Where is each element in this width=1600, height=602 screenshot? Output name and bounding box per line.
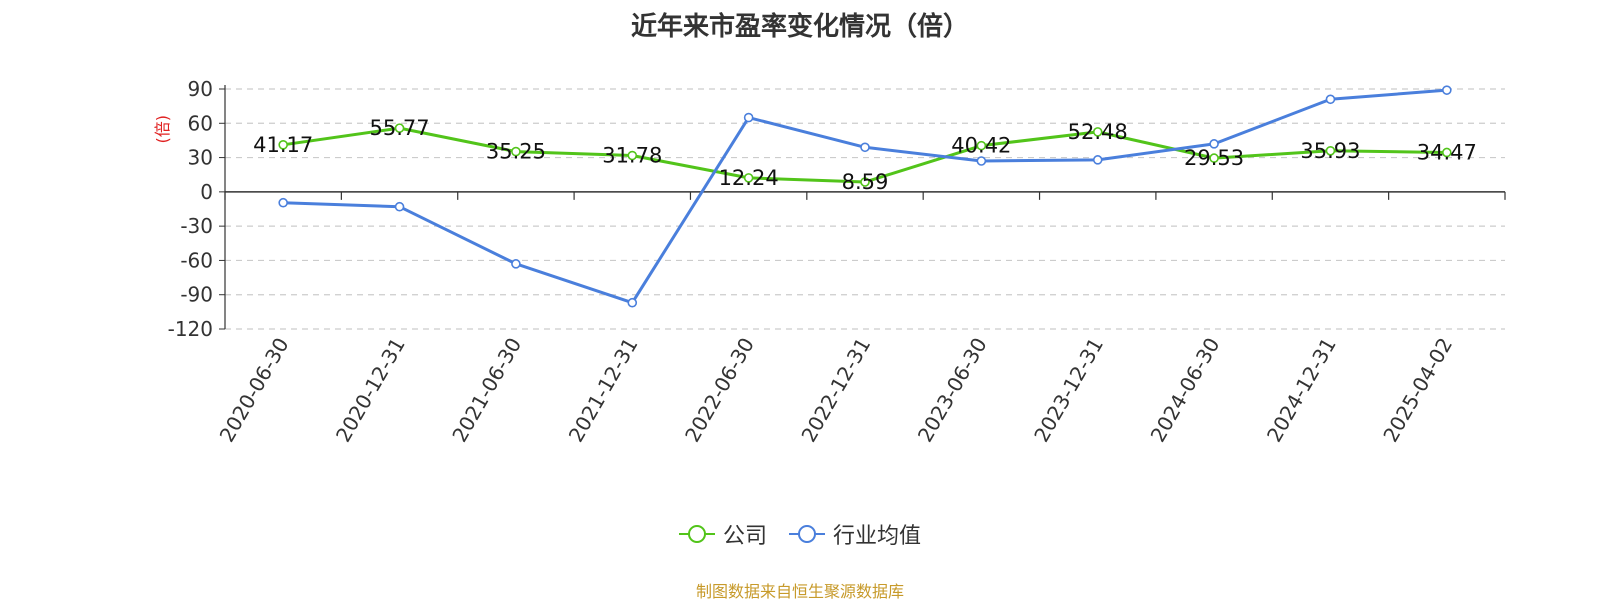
data-label: 34.47 bbox=[1417, 140, 1477, 164]
legend-item-company[interactable]: 公司 bbox=[678, 518, 767, 550]
x-tick-label: 2021-06-30 bbox=[447, 334, 526, 447]
series-point-1 bbox=[278, 197, 288, 208]
x-tick-label: 2025-04-02 bbox=[1378, 334, 1457, 447]
y-tick-label: -60 bbox=[180, 248, 213, 272]
series-point-0 bbox=[1442, 147, 1452, 158]
series-point-1 bbox=[1442, 85, 1452, 95]
data-label: 31.78 bbox=[602, 144, 662, 168]
legend-industry-marker-icon bbox=[789, 525, 825, 543]
y-tick-label: -30 bbox=[180, 214, 213, 238]
series-point-1 bbox=[394, 201, 405, 212]
series-point-1 bbox=[627, 297, 638, 308]
x-tick-label: 2023-06-30 bbox=[913, 334, 992, 447]
legend-company-label: 公司 bbox=[722, 524, 767, 549]
data-label: 40.42 bbox=[951, 134, 1011, 158]
y-tick-label: 0 bbox=[200, 180, 213, 204]
x-tick-label: 2021-12-31 bbox=[564, 334, 643, 447]
y-tick-label: -120 bbox=[168, 317, 213, 341]
y-tick-label: 90 bbox=[188, 77, 213, 101]
x-tick-label: 2022-06-30 bbox=[680, 334, 759, 447]
chart-title: 近年来市盈率变化情况（倍） bbox=[630, 12, 969, 42]
series-point-0 bbox=[1325, 145, 1336, 156]
data-label: 29.53 bbox=[1184, 146, 1244, 170]
series-point-1 bbox=[1325, 94, 1336, 105]
data-label: 35.25 bbox=[486, 140, 546, 164]
series-point-1 bbox=[511, 259, 521, 269]
y-axis-label: (倍) bbox=[153, 115, 172, 144]
series-point-0 bbox=[278, 140, 288, 150]
series-point-0 bbox=[743, 173, 754, 183]
legend-industry-label: 行业均值 bbox=[833, 524, 922, 549]
y-tick-label: 60 bbox=[188, 111, 213, 135]
series-point-1 bbox=[1209, 139, 1219, 149]
series-point-0 bbox=[1092, 127, 1103, 137]
x-tick-label: 2024-06-30 bbox=[1146, 334, 1225, 447]
data-label: 41.17 bbox=[253, 133, 313, 157]
data-label: 35.93 bbox=[1300, 139, 1360, 163]
x-tick-label: 2020-06-30 bbox=[215, 334, 294, 447]
data-source-note: 制图数据来自恒生聚源数据库 bbox=[695, 582, 904, 601]
series-point-1 bbox=[860, 142, 870, 153]
series-point-0 bbox=[627, 150, 638, 161]
series-point-0 bbox=[976, 140, 987, 151]
series-point-0 bbox=[1209, 153, 1219, 163]
data-label: 55.77 bbox=[369, 116, 429, 140]
x-tick-label: 2020-12-31 bbox=[331, 333, 410, 446]
y-tick-label: 30 bbox=[188, 146, 213, 170]
series-point-0 bbox=[394, 123, 405, 133]
legend-item-industry-average[interactable]: 行业均值 bbox=[789, 518, 921, 550]
series-point-1 bbox=[1092, 155, 1103, 165]
series-point-0 bbox=[860, 177, 870, 187]
chart-legend: 公司 行业均值 bbox=[0, 518, 1600, 550]
series-point-1 bbox=[743, 112, 754, 123]
series-point-0 bbox=[511, 146, 521, 157]
legend-company-marker-icon bbox=[678, 525, 715, 543]
data-label: 52.48 bbox=[1068, 120, 1128, 144]
x-tick-label: 2022-12-31 bbox=[796, 334, 875, 447]
series-point-1 bbox=[976, 156, 987, 166]
x-tick-label: 2023-12-31 bbox=[1029, 334, 1108, 447]
data-label: 8.59 bbox=[842, 170, 889, 194]
data-label: 12.24 bbox=[719, 166, 779, 190]
x-tick-label: 2024-12-31 bbox=[1262, 334, 1341, 447]
y-tick-label: -90 bbox=[180, 283, 213, 307]
